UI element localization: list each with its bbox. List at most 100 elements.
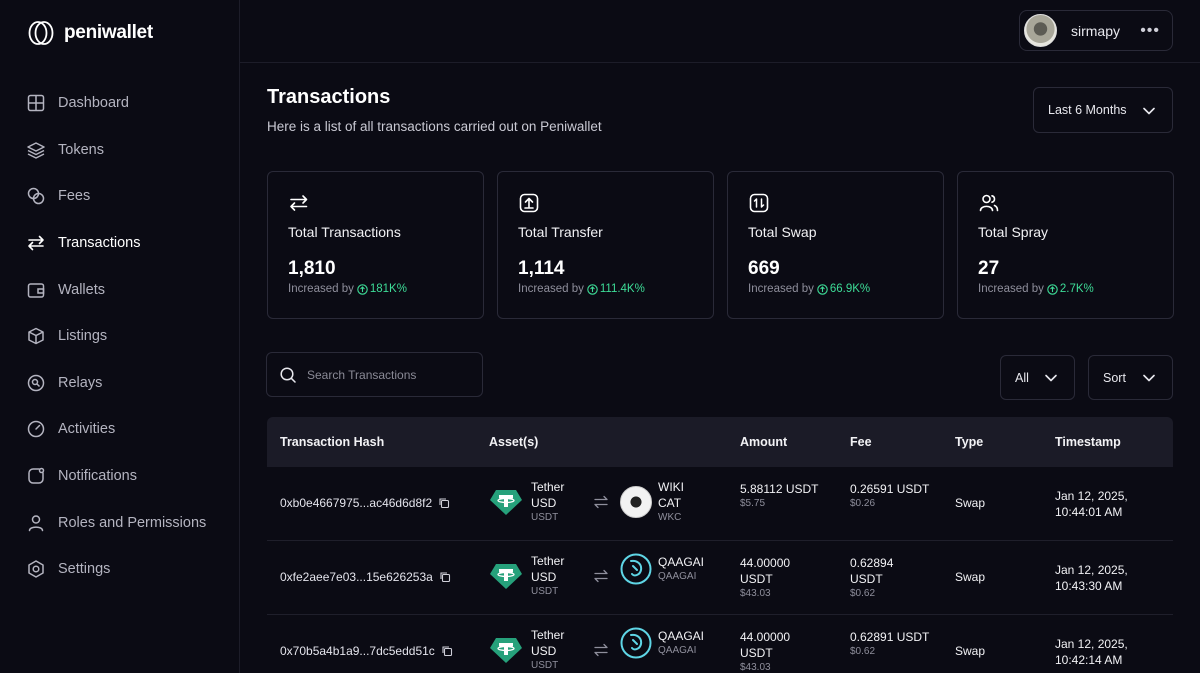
sidebar-item-label: Transactions xyxy=(58,235,141,252)
date-range-select[interactable]: Last 6 Months xyxy=(1033,87,1173,133)
column-header[interactable]: Timestamp xyxy=(1055,435,1121,449)
copy-icon[interactable] xyxy=(441,645,453,657)
timestamp-time: 10:44:01 AM xyxy=(1055,505,1123,519)
timestamp-cell: Jan 12, 2025, 10:42:14 AM xyxy=(1055,636,1128,668)
transaction-hash: 0xb0e4667975...ac46d6d8f2 xyxy=(280,496,450,510)
sort-select[interactable]: Sort xyxy=(1088,355,1173,400)
chevron-down-icon xyxy=(1143,374,1155,382)
brand-logo[interactable]: peniwallet xyxy=(28,20,153,46)
amount-cell: 5.88112 USDT $5.75 xyxy=(740,481,819,511)
sidebar: peniwallet Dashboard Tokens Fees Transac… xyxy=(0,0,240,673)
stat-increase-pct: 2.7K% xyxy=(1047,283,1094,295)
column-header[interactable]: Asset(s) xyxy=(489,435,539,449)
wikicat-token-icon xyxy=(620,486,652,518)
sidebar-item-activities[interactable]: Activities xyxy=(26,406,206,453)
fee-value: 0.62894 xyxy=(850,556,894,570)
table-row[interactable]: 0xfe2aee7e03...15e626253a Tether USD USD… xyxy=(267,541,1173,615)
asset-name: CAT xyxy=(658,496,682,510)
timestamp-time: 10:42:14 AM xyxy=(1055,653,1123,667)
tether-usdt-icon xyxy=(490,564,522,589)
timestamp-date: Jan 12, 2025, xyxy=(1055,563,1128,577)
sidebar-item-dashboard[interactable]: Dashboard xyxy=(26,80,206,127)
fee-value: 0.62891 USDT xyxy=(850,630,930,644)
arrow-up-circle-icon xyxy=(817,283,828,295)
stat-value: 1,810 xyxy=(288,258,336,279)
stat-label: Total Transactions xyxy=(288,224,401,240)
hash-text: 0xb0e4667975...ac46d6d8f2 xyxy=(280,496,433,510)
asset-to: QAAGAI QAAGAI xyxy=(620,627,704,659)
stat-increase-pct: 181K% xyxy=(357,283,407,295)
amount-usd: $43.03 xyxy=(740,662,771,673)
sort-value: Sort xyxy=(1103,370,1126,385)
sidebar-item-listings[interactable]: Listings xyxy=(26,313,206,360)
column-header[interactable]: Fee xyxy=(850,435,872,449)
asset-symbol: QAAGAI xyxy=(658,571,697,582)
sidebar-item-label: Listings xyxy=(58,328,108,345)
timestamp-cell: Jan 12, 2025, 10:44:01 AM xyxy=(1055,488,1128,520)
qaagai-token-icon xyxy=(620,553,652,585)
type-cell: Swap xyxy=(955,496,986,510)
asset-to: QAAGAI QAAGAI xyxy=(620,553,704,585)
stat-card-total-spray: Total Spray 27 Increased by 2.7K% xyxy=(957,171,1174,319)
asset-from: Tether USD USDT xyxy=(489,627,564,673)
transfer-arrows-icon xyxy=(28,235,44,251)
sidebar-item-label: Notifications xyxy=(58,468,137,485)
stat-card-total-swap: Total Swap 669 Increased by 66.9K% xyxy=(727,171,944,319)
column-header[interactable]: Amount xyxy=(740,435,788,449)
sidebar-item-transactions[interactable]: Transactions xyxy=(26,220,206,267)
sidebar-item-relays[interactable]: Relays xyxy=(26,360,206,407)
sidebar-item-settings[interactable]: Settings xyxy=(26,546,206,593)
arrow-up-circle-icon xyxy=(357,283,368,295)
transaction-hash: 0xfe2aee7e03...15e626253a xyxy=(280,570,451,584)
sidebar-item-notifications[interactable]: Notifications xyxy=(26,453,206,500)
type-cell: Swap xyxy=(955,644,986,658)
stat-value: 27 xyxy=(978,258,1000,279)
type-filter-select[interactable]: All xyxy=(1000,355,1075,400)
user-icon xyxy=(28,514,44,531)
user-menu[interactable]: sirmapy ••• xyxy=(1019,10,1173,51)
column-header[interactable]: Transaction Hash xyxy=(280,435,385,449)
search-box[interactable] xyxy=(266,352,483,397)
table-row[interactable]: 0x70b5a4b1a9...7dc5edd51c Tether USD USD… xyxy=(267,615,1173,673)
search-input[interactable] xyxy=(307,367,467,382)
grid-icon xyxy=(27,95,45,112)
amount-unit: USDT xyxy=(740,646,773,660)
table-row[interactable]: 0xb0e4667975...ac46d6d8f2 Tether USD USD… xyxy=(267,467,1173,541)
more-horizontal-icon[interactable]: ••• xyxy=(1140,21,1160,39)
stat-card-total-transactions: Total Transactions 1,810 Increased by 18… xyxy=(267,171,484,319)
stat-increase-pct: 111.4K% xyxy=(587,283,645,295)
sidebar-item-wallets[interactable]: Wallets xyxy=(26,266,206,313)
timestamp-date: Jan 12, 2025, xyxy=(1055,637,1128,651)
copy-icon[interactable] xyxy=(438,497,450,509)
asset-name: USD xyxy=(531,570,557,584)
users-icon xyxy=(979,194,999,212)
peniwallet-logo-icon xyxy=(28,21,54,45)
type-filter-value: All xyxy=(1015,370,1029,385)
amount-value: 44.00000 xyxy=(740,556,791,570)
avatar[interactable] xyxy=(1024,14,1057,47)
swap-arrows-icon xyxy=(594,495,608,509)
timestamp-cell: Jan 12, 2025, 10:43:30 AM xyxy=(1055,562,1128,594)
stat-increase: Increased by 2.7K% xyxy=(978,283,1094,295)
timestamp-date: Jan 12, 2025, xyxy=(1055,489,1128,503)
sidebar-item-tokens[interactable]: Tokens xyxy=(26,127,206,174)
sidebar-item-label: Relays xyxy=(58,374,103,391)
arrow-up-circle-icon xyxy=(1047,283,1058,295)
sidebar-item-roles[interactable]: Roles and Permissions xyxy=(26,499,206,546)
sidebar-item-label: Activities xyxy=(58,421,116,438)
asset-name: Tether xyxy=(531,554,565,568)
username: sirmapy xyxy=(1071,22,1121,39)
amount-value: 5.88112 USDT xyxy=(740,482,819,496)
stat-increase: Increased by 66.9K% xyxy=(748,283,870,295)
asset-name: USD xyxy=(531,644,557,658)
fee-unit: USDT xyxy=(850,572,883,586)
copy-icon[interactable] xyxy=(439,571,451,583)
stat-label: Total Spray xyxy=(978,224,1049,240)
timestamp-time: 10:43:30 AM xyxy=(1055,579,1123,593)
hash-text: 0xfe2aee7e03...15e626253a xyxy=(280,570,433,584)
column-header[interactable]: Type xyxy=(955,435,984,449)
sidebar-item-label: Wallets xyxy=(58,281,105,298)
sidebar-item-fees[interactable]: Fees xyxy=(26,173,206,220)
fee-usd: $0.62 xyxy=(850,646,876,657)
swap-arrows-icon xyxy=(594,569,608,583)
